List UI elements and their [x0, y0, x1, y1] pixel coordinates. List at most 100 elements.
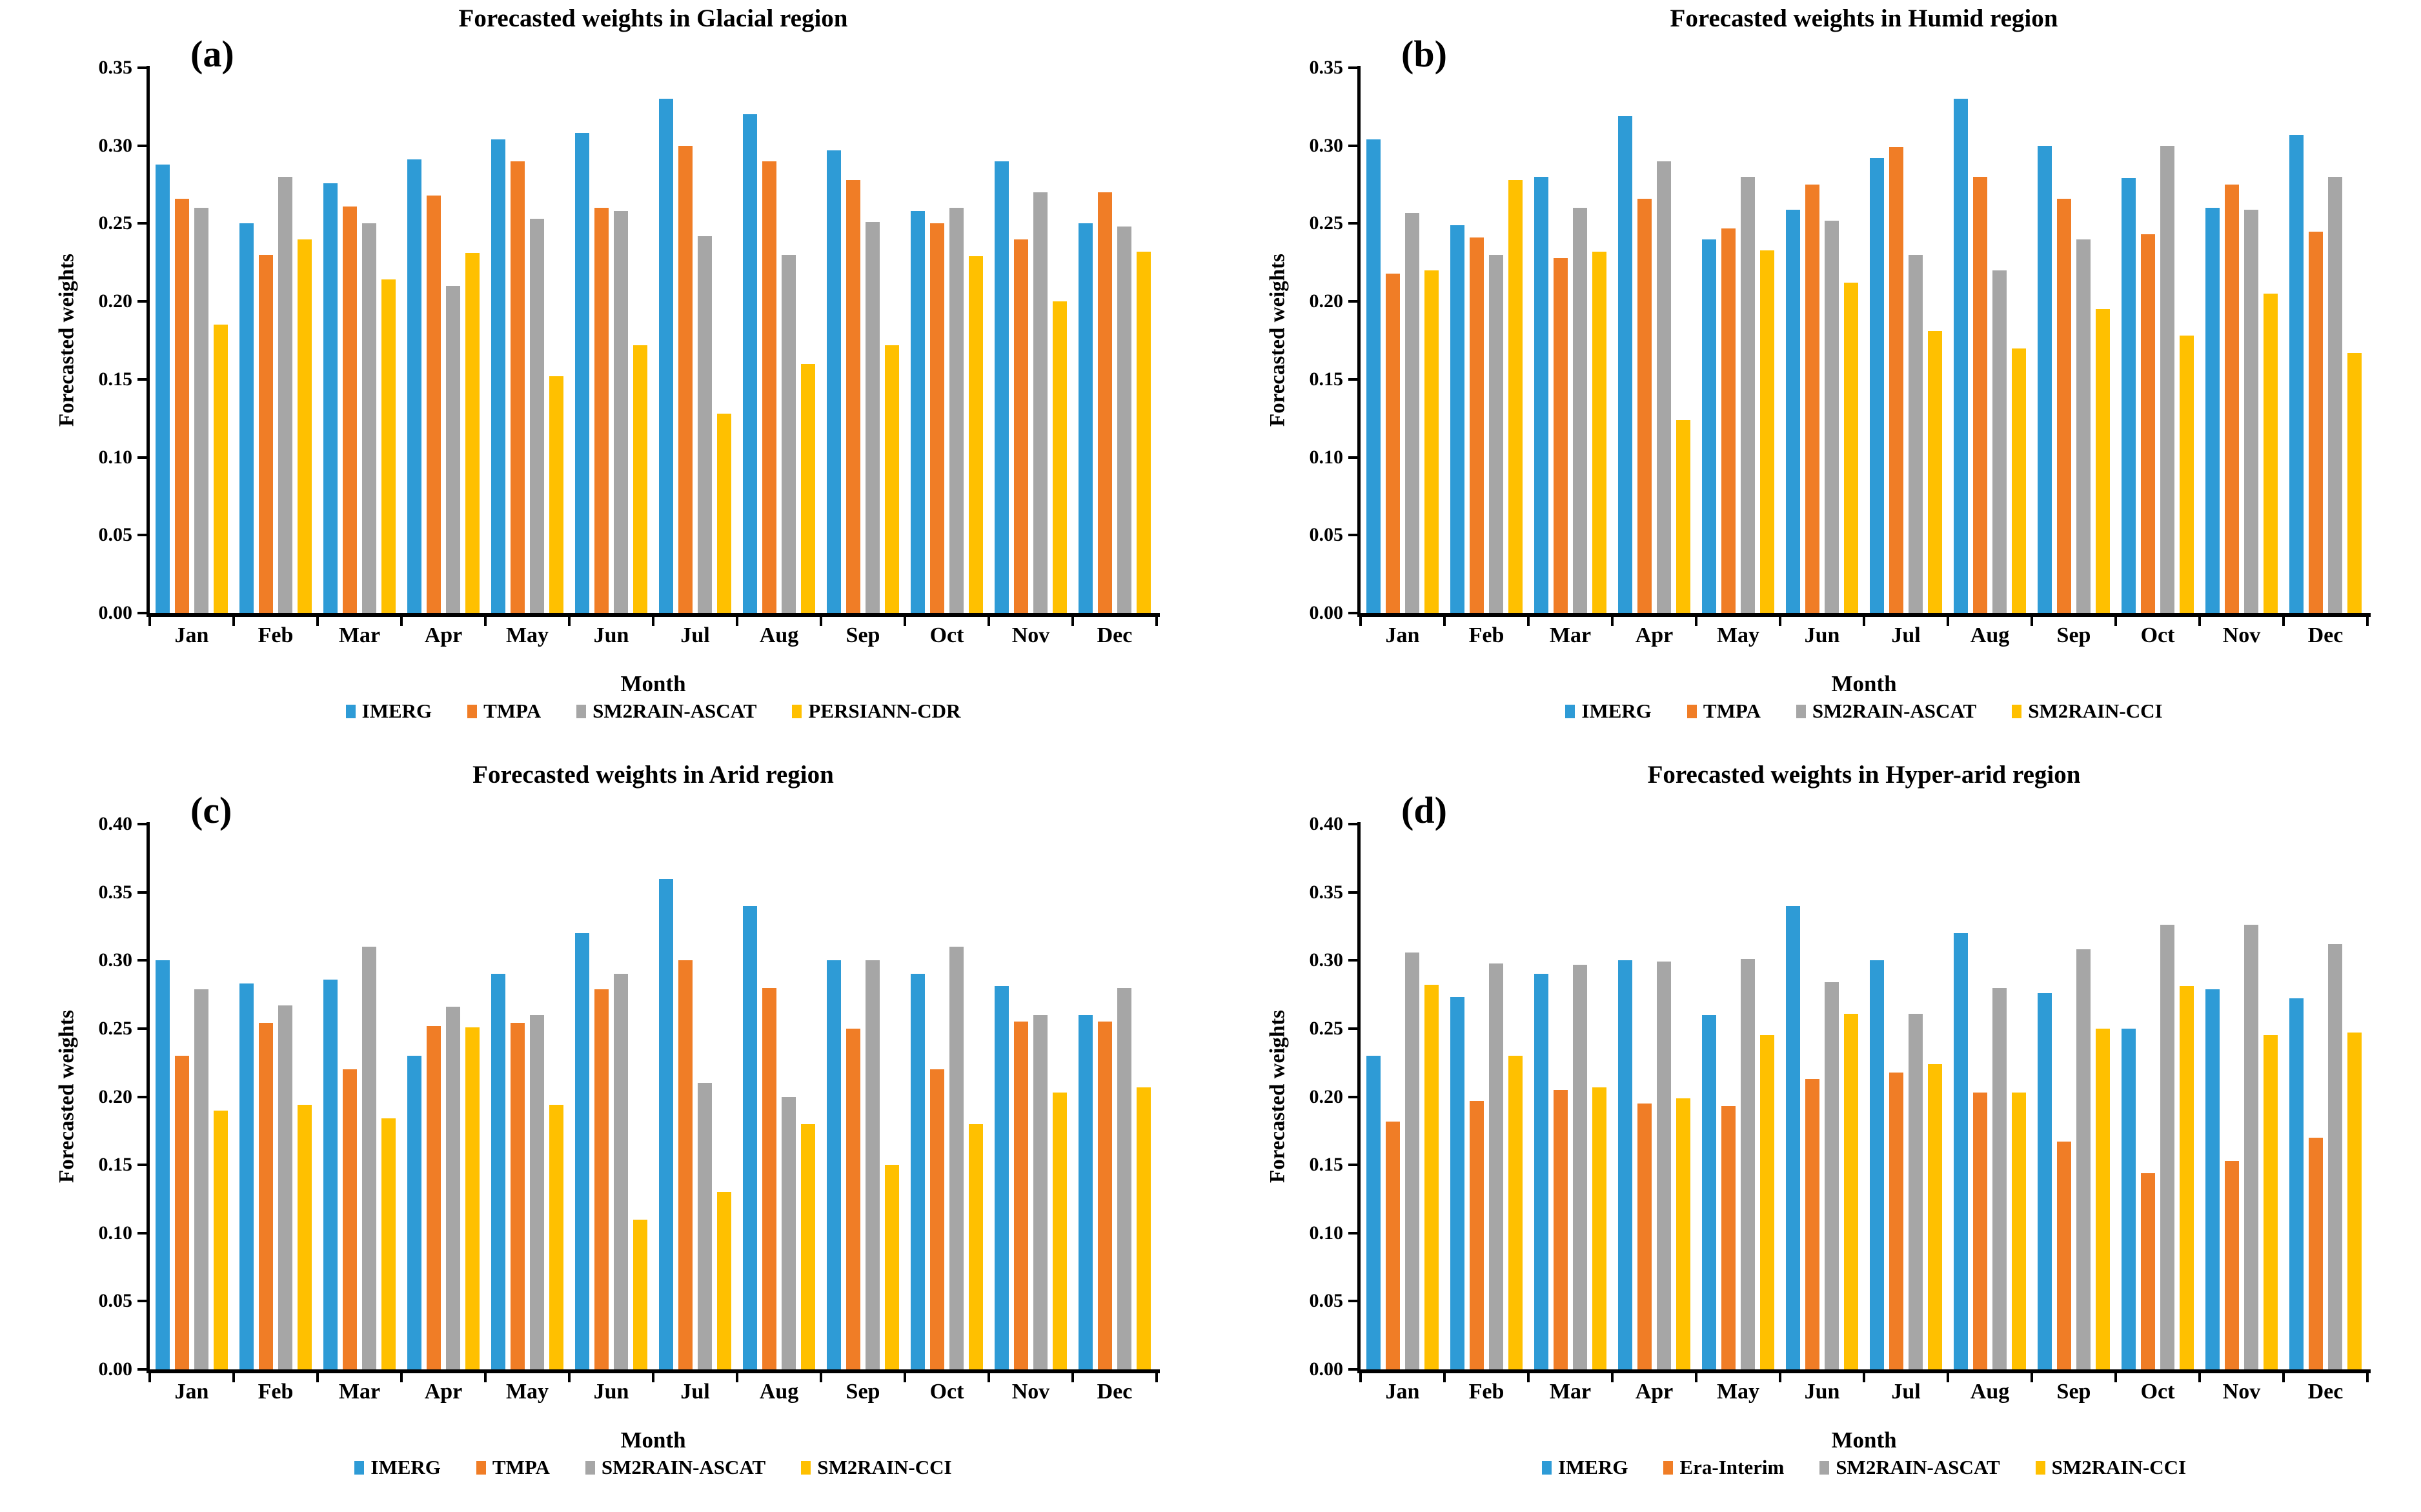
bar-IMERG [491, 974, 505, 1369]
chart-title: Forecasted weights in Humid region [1670, 5, 2058, 32]
legend-label: SM2RAIN-CCI [817, 1456, 952, 1478]
x-tick-label: Nov [1011, 623, 1050, 647]
bar-TMPA [1014, 1022, 1028, 1369]
bar-IMERG [156, 164, 170, 613]
bar-SM2RAIN-ASCAT [1741, 959, 1755, 1369]
bar-SM2RAIN-CCI [885, 1165, 899, 1369]
bar-TMPA [511, 1023, 525, 1369]
bar-IMERG [491, 139, 505, 613]
x-tick [1611, 1373, 1614, 1382]
x-tick-label: Oct [2140, 1380, 2175, 1404]
bar-SM2RAIN-CCI [549, 1105, 563, 1369]
legend-swatch [1565, 704, 1575, 718]
bar-SM2RAIN-ASCAT [1825, 220, 1839, 613]
bar-TMPA [175, 198, 189, 613]
x-tick [2282, 617, 2285, 626]
x-tick-label: Dec [2307, 1380, 2344, 1404]
bar-TMPA [175, 1056, 189, 1369]
bar-SM2RAIN-ASCAT [1909, 1013, 1923, 1369]
x-axis-line [1357, 1369, 2371, 1373]
legend-item: Era-Interim [1663, 1456, 1784, 1479]
bar-TMPA [1098, 192, 1112, 613]
y-tick-label: 0.00 [1309, 602, 1344, 623]
legend-swatch [1663, 1460, 1674, 1475]
bar-SM2RAIN-ASCAT [1825, 982, 1839, 1369]
bar-SM2RAIN-CCI [1424, 985, 1439, 1369]
bar-Era-Interim [1637, 1104, 1652, 1369]
y-tick-label: 0.40 [1309, 813, 1344, 834]
bar-SM2RAIN-ASCAT [698, 236, 712, 613]
bar-IMERG [575, 933, 589, 1369]
y-tick [1348, 378, 1357, 381]
y-tick [137, 1027, 147, 1030]
chart-panel-arid: Forecasted weights in Arid region (c) Fo… [0, 756, 1210, 1512]
y-tick-label: 0.40 [98, 813, 133, 834]
bar-SM2RAIN-CCI [1676, 1098, 1690, 1369]
bar-SM2RAIN-CCI [2180, 336, 2194, 613]
bar-SM2RAIN-ASCAT [782, 1096, 796, 1369]
x-tick-label: May [1716, 1380, 1760, 1404]
chart-title: Forecasted weights in Glacial region [458, 5, 848, 32]
y-tick [1348, 144, 1357, 147]
plot-area: 0.00 0.05 0.10 0.15 0.20 0.25 0.30 0.35 Jan Feb Ma… [1310, 57, 2371, 647]
y-tick [137, 959, 147, 962]
legend-label: IMERG [1557, 1456, 1628, 1478]
x-tick [1071, 617, 1074, 626]
bar-TMPA [1973, 177, 1987, 613]
bar-IMERG [156, 960, 170, 1369]
legend-label: SM2RAIN-ASCAT [1812, 700, 1977, 722]
legend-swatch [1796, 704, 1806, 718]
legend-swatch [576, 704, 587, 718]
x-tick-label: Aug [759, 623, 799, 647]
legend-item: SM2RAIN-ASCAT [585, 1456, 765, 1479]
y-tick [137, 1095, 147, 1098]
x-tick-label: Apr [1635, 623, 1674, 647]
bar-SM2RAIN-CCI [2180, 986, 2194, 1369]
x-tick [568, 1373, 571, 1382]
bar-SM2RAIN-CCI [2347, 352, 2362, 613]
bar-PERSIANN-CDR [717, 414, 731, 613]
legend-label: Era-Interim [1679, 1456, 1785, 1478]
x-tick [904, 617, 906, 626]
bar-SM2RAIN-CCI [1053, 1093, 1067, 1369]
x-tick [1155, 1373, 1158, 1382]
bar-SM2RAIN-CCI [2012, 1093, 2026, 1369]
bar-TMPA [678, 960, 693, 1369]
x-tick-label: Nov [1011, 1380, 1050, 1404]
y-tick [137, 144, 147, 147]
y-tick [1348, 823, 1357, 825]
chart-panel-humid: Forecasted weights in Humid region (b) F… [1211, 0, 2421, 756]
bar-IMERG [239, 223, 254, 613]
legend-item: IMERG [354, 1456, 441, 1479]
bar-TMPA [1805, 185, 1819, 613]
bar-PERSIANN-CDR [214, 325, 228, 613]
bar-IMERG [1618, 116, 1632, 613]
x-tick [568, 617, 571, 626]
x-tick [652, 617, 654, 626]
bar-TMPA [762, 987, 776, 1369]
bar-IMERG [1954, 99, 1968, 613]
x-tick-label: Jun [593, 1380, 629, 1404]
y-tick-label: 0.20 [1309, 1085, 1344, 1107]
bar-TMPA [2057, 198, 2071, 613]
bar-TMPA [259, 1023, 273, 1369]
bar-SM2RAIN-CCI [1760, 250, 1774, 613]
bar-SM2RAIN-ASCAT [446, 1007, 460, 1369]
x-axis-line [147, 1369, 1160, 1373]
bar-SM2RAIN-CCI [2012, 348, 2026, 613]
bar-SM2RAIN-ASCAT [1657, 962, 1671, 1369]
legend-item: SM2RAIN-ASCAT [1796, 700, 1976, 723]
bar-SM2RAIN-ASCAT [362, 947, 376, 1369]
bar-SM2RAIN-CCI [1592, 251, 1606, 613]
bar-PERSIANN-CDR [465, 253, 480, 613]
x-tick [316, 1373, 319, 1382]
bar-SM2RAIN-ASCAT [2076, 239, 2091, 613]
x-tick [652, 1373, 654, 1382]
legend: IMERG TMPA SM2RAIN-ASCAT PERSIANN-CDR [98, 700, 1208, 723]
x-tick-label: Mar [1549, 623, 1592, 647]
legend-label: SM2RAIN-ASCAT [601, 1456, 766, 1478]
bar-SM2RAIN-CCI [2096, 309, 2110, 613]
panel-label: (b) [1401, 33, 1447, 75]
bar-IMERG [1534, 177, 1548, 613]
bar-SM2RAIN-CCI [801, 1124, 815, 1369]
